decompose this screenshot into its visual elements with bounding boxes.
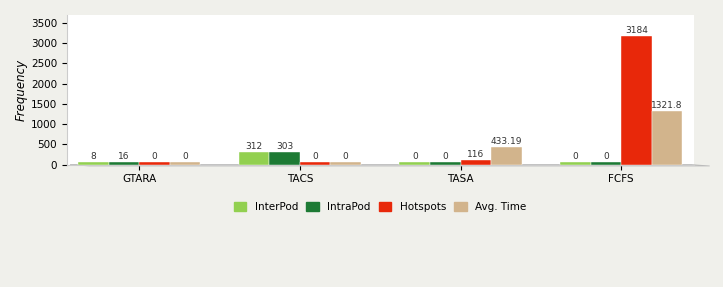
Bar: [108, 162, 139, 164]
Text: 433.19: 433.19: [491, 137, 522, 146]
Bar: [400, 162, 430, 164]
Text: 303: 303: [276, 142, 294, 151]
Text: 0: 0: [412, 152, 418, 161]
Text: 0: 0: [343, 152, 348, 161]
Bar: [78, 162, 108, 164]
Text: 8: 8: [90, 152, 96, 161]
Text: 1321.8: 1321.8: [651, 101, 683, 110]
Bar: [330, 162, 361, 164]
Bar: [560, 162, 591, 164]
Text: 0: 0: [603, 152, 609, 161]
Bar: [269, 152, 300, 164]
Bar: [239, 152, 269, 164]
Text: 116: 116: [467, 150, 484, 159]
Text: 3184: 3184: [625, 26, 648, 35]
Text: 0: 0: [182, 152, 188, 161]
Bar: [652, 111, 683, 164]
Text: 16: 16: [118, 152, 129, 161]
Bar: [300, 162, 330, 164]
Y-axis label: Frequency: Frequency: [15, 59, 28, 121]
Bar: [591, 162, 621, 164]
Bar: [621, 36, 652, 164]
Text: 0: 0: [442, 152, 448, 161]
Text: 0: 0: [152, 152, 157, 161]
Bar: [430, 162, 461, 164]
Bar: [491, 147, 521, 164]
Bar: [170, 162, 200, 164]
Legend: InterPod, IntraPod, Hotspots, Avg. Time: InterPod, IntraPod, Hotspots, Avg. Time: [230, 198, 531, 216]
Bar: [461, 160, 491, 164]
Text: 312: 312: [245, 142, 262, 151]
Polygon shape: [70, 164, 710, 166]
Text: 0: 0: [312, 152, 318, 161]
Text: 0: 0: [573, 152, 578, 161]
Bar: [139, 162, 170, 164]
